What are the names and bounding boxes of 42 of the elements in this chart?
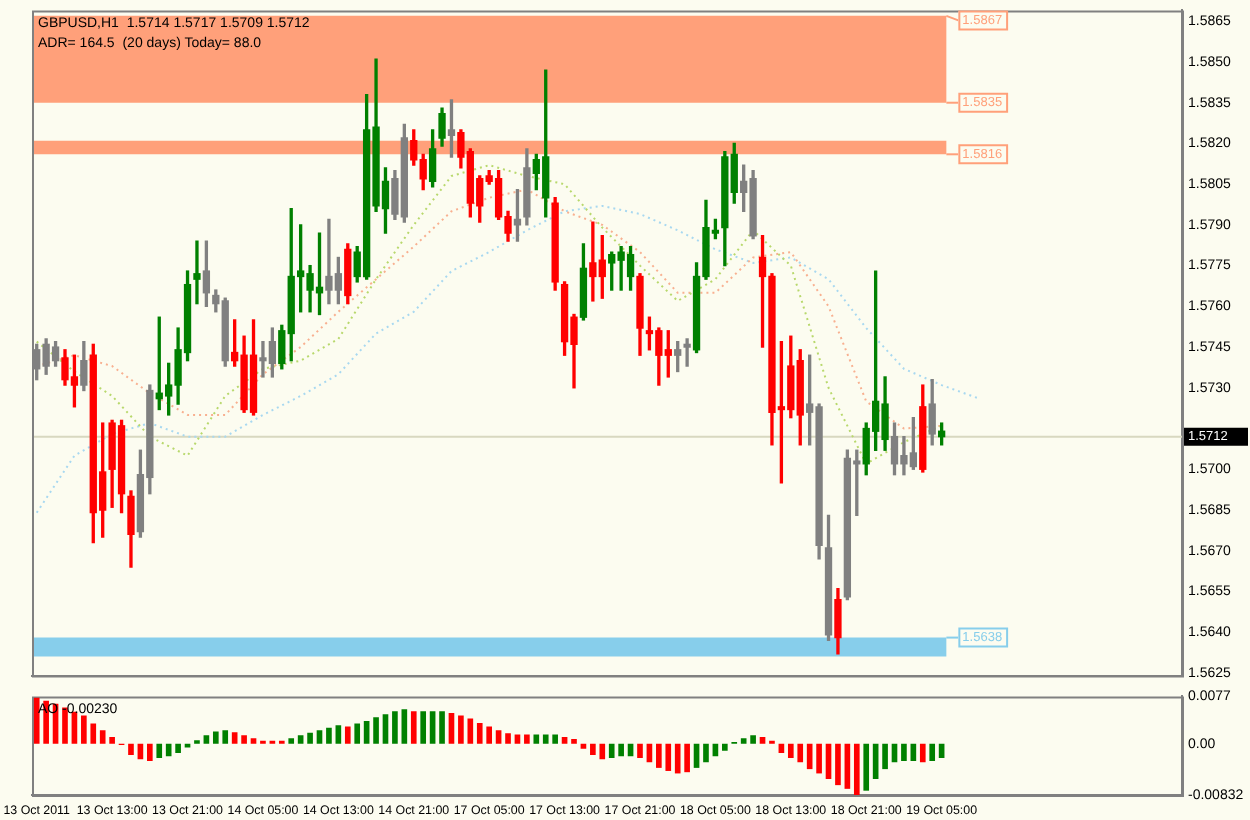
line-series bbox=[35, 164, 943, 465]
bar bbox=[505, 733, 511, 744]
bar bbox=[863, 743, 870, 791]
bar bbox=[231, 732, 238, 744]
bar bbox=[241, 735, 247, 744]
bar bbox=[919, 743, 926, 763]
bar bbox=[835, 743, 841, 786]
bar bbox=[392, 711, 398, 744]
bar bbox=[816, 743, 822, 774]
line-series bbox=[35, 204, 981, 514]
bar bbox=[288, 738, 295, 744]
bar bbox=[326, 727, 332, 744]
bar bbox=[203, 735, 210, 744]
bar bbox=[637, 743, 643, 759]
bar bbox=[882, 743, 888, 770]
bar bbox=[524, 734, 530, 744]
bar bbox=[382, 714, 389, 744]
bar bbox=[853, 743, 860, 795]
bar bbox=[344, 726, 351, 744]
bar bbox=[401, 709, 408, 744]
bar bbox=[373, 717, 379, 744]
bar bbox=[307, 732, 313, 744]
bar bbox=[354, 723, 361, 744]
bar bbox=[929, 743, 936, 762]
bar bbox=[316, 730, 323, 744]
bar bbox=[297, 735, 304, 744]
bar bbox=[703, 743, 709, 763]
bar bbox=[571, 738, 577, 744]
bar bbox=[156, 743, 163, 759]
bar bbox=[420, 711, 427, 744]
bar bbox=[439, 711, 445, 744]
bar bbox=[533, 734, 540, 744]
bar bbox=[759, 737, 766, 744]
bar bbox=[722, 743, 728, 751]
bar bbox=[335, 725, 342, 744]
bar bbox=[561, 737, 568, 744]
bar bbox=[147, 743, 153, 762]
bar bbox=[410, 711, 417, 744]
bar bbox=[128, 743, 134, 755]
bar bbox=[495, 730, 502, 744]
bar bbox=[250, 738, 257, 744]
bar bbox=[901, 743, 907, 762]
